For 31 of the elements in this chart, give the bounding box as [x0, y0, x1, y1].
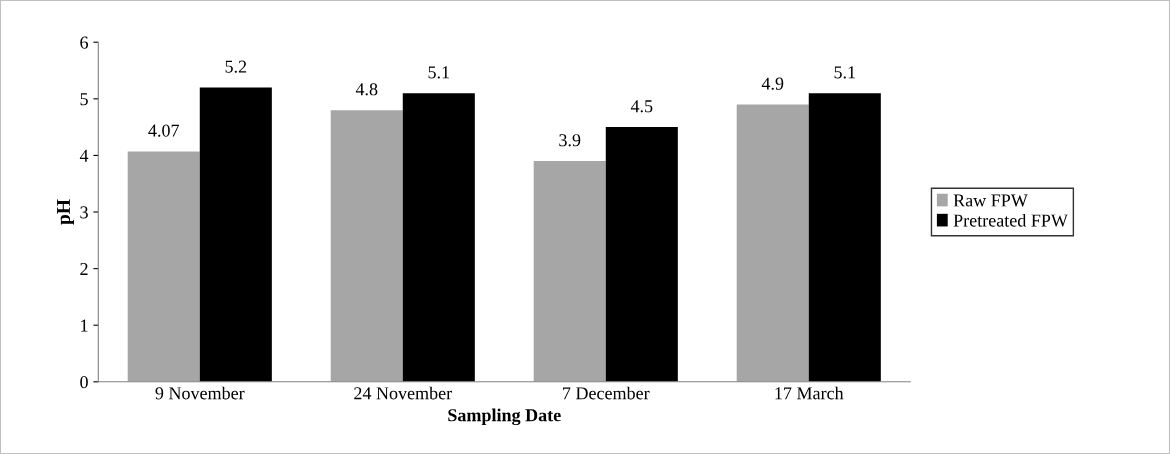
data-label: 4.5: [630, 100, 653, 113]
bar: [330, 110, 403, 382]
bar: [736, 104, 809, 382]
y-tick-label: 6: [80, 36, 89, 49]
y-axis-title: pH: [57, 199, 74, 225]
y-tick-label: 4: [79, 149, 89, 162]
bar: [808, 93, 881, 382]
bar: [199, 87, 272, 382]
x-tick-label: 7 December: [563, 386, 650, 400]
y-tick-label: 5: [80, 93, 88, 106]
data-label: 3.9: [559, 134, 581, 147]
bar: [402, 93, 475, 382]
bar: [605, 127, 678, 382]
data-label: 5.1: [428, 66, 450, 79]
x-tick-label: 9 November: [155, 386, 245, 400]
x-tick-label: 24 November: [354, 386, 452, 400]
legend-label: Pretreated FPW: [953, 213, 1068, 227]
bar: [533, 161, 606, 382]
bar: [127, 151, 200, 382]
x-tick-label: 17 March: [775, 386, 844, 400]
data-label: 4.07: [148, 124, 180, 137]
data-label: 5.1: [834, 66, 855, 79]
y-tick-label: 0: [80, 376, 88, 389]
x-axis-title: Sampling Date: [448, 408, 561, 426]
data-label: 4.8: [355, 83, 378, 96]
y-tick-label: 3: [80, 206, 88, 219]
data-label: 5.2: [225, 60, 247, 73]
y-tick-label: 1: [81, 319, 88, 332]
legend-label: Raw FPW: [953, 194, 1028, 207]
data-label: 4.9: [761, 77, 784, 90]
y-tick-label: 2: [80, 262, 88, 275]
